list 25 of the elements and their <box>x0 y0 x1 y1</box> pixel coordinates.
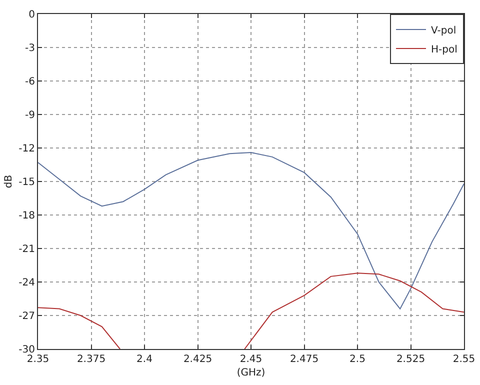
y-tick-label: -24 <box>18 278 35 288</box>
y-tick-label: -21 <box>18 244 35 255</box>
y-tick-label: -12 <box>18 144 35 154</box>
x-tick-label: 2.4 <box>136 354 152 365</box>
legend-label: V-pol <box>431 25 456 36</box>
y-tick-label: -18 <box>18 210 35 222</box>
y-tick-label: -15 <box>18 177 35 188</box>
x-tick-label: 2.525 <box>396 354 426 365</box>
x-tick-label: 2.35 <box>26 354 50 365</box>
x-tick-label: 2.5 <box>350 354 366 365</box>
x-tick-label: 2.45 <box>240 354 262 365</box>
y-tick-label: -27 <box>18 311 35 322</box>
x-tick-label: 2.375 <box>76 354 106 365</box>
line-series <box>38 152 464 310</box>
x-axis-title: (GHz) <box>236 368 266 378</box>
legend-label: H-pol <box>431 44 458 56</box>
y-tick-label: -3 <box>25 43 35 54</box>
x-tick-label: 2.425 <box>183 354 212 365</box>
y-tick-label: -6 <box>25 76 35 88</box>
y-axis-title: dB <box>4 174 15 188</box>
x-tick-label: 2.55 <box>452 354 476 365</box>
y-tick-label: -30 <box>18 344 35 356</box>
y-tick-label: -9 <box>25 110 35 121</box>
x-tick-label: 2.475 <box>290 354 319 365</box>
y-tick-label: 0 <box>28 10 35 20</box>
